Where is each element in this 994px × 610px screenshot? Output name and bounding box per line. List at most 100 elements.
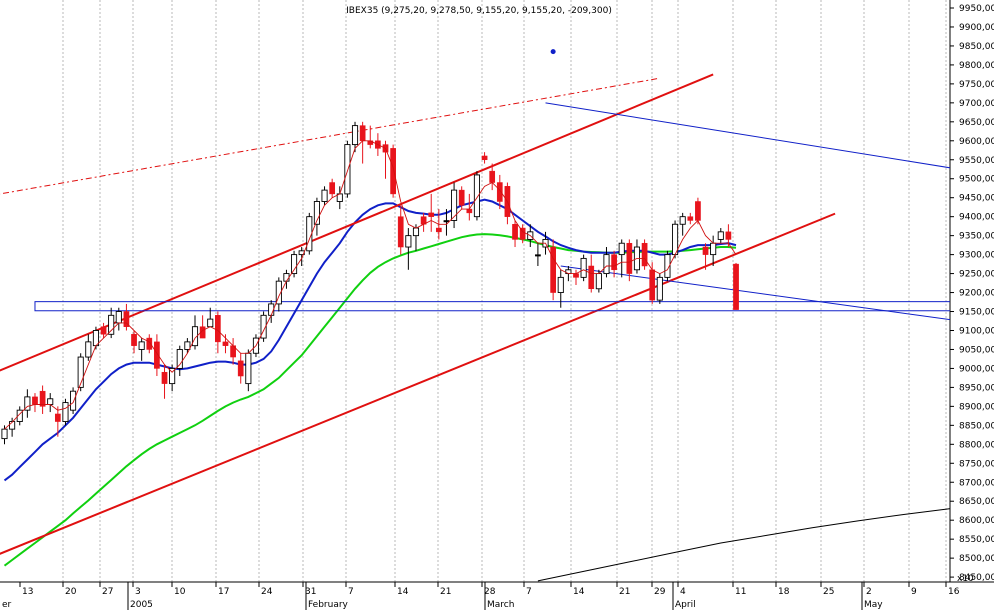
candle-body — [451, 189, 458, 221]
y-tick-label: 8700,00 — [959, 478, 994, 488]
candle — [138, 338, 145, 361]
candle — [169, 364, 176, 392]
candle-body — [207, 318, 214, 328]
candle — [54, 406, 61, 437]
candle-body — [443, 220, 450, 223]
candle-body — [123, 311, 130, 327]
y-tick-label: 9200,00 — [959, 289, 994, 299]
candle-body — [557, 276, 564, 293]
candle — [146, 334, 153, 354]
x-day-label: 14 — [573, 587, 585, 597]
y-tick-label: 8600,00 — [959, 516, 994, 526]
candle-body — [687, 216, 694, 221]
y-tick-label: 8800,00 — [959, 440, 994, 450]
candle-body — [679, 216, 686, 225]
candle — [557, 269, 564, 308]
y-tick-label: 9650,00 — [959, 118, 994, 128]
y-tick-label: 8550,00 — [959, 535, 994, 545]
candle-body — [9, 421, 16, 430]
candle-body — [39, 390, 46, 407]
x-day-label: 9 — [911, 587, 917, 597]
candle-body — [473, 174, 480, 218]
blue-ma-line — [3, 198, 737, 482]
x-day-label: 28 — [484, 587, 496, 597]
candle — [390, 144, 396, 198]
y-tick-label: 9150,00 — [959, 308, 994, 318]
candle — [580, 254, 587, 282]
y-tick-label: 9700,00 — [959, 99, 994, 109]
x-month-label: 2005 — [130, 600, 153, 610]
x-day-label: 29 — [654, 587, 666, 597]
y-tick-label: 9250,00 — [959, 270, 994, 280]
candle-body — [641, 242, 648, 267]
candle — [458, 186, 465, 210]
candle-body — [24, 396, 31, 411]
candle — [633, 239, 641, 274]
price-area-frame — [0, 0, 994, 583]
y-tick-label: 9500,00 — [959, 175, 994, 185]
scale-label: x10 — [957, 574, 974, 584]
candle — [283, 269, 290, 289]
candle — [39, 385, 46, 414]
y-tick-label: 8750,00 — [959, 459, 994, 469]
y-tick-label: 9550,00 — [959, 156, 994, 166]
candle-body — [519, 227, 526, 240]
candle-body — [512, 224, 518, 240]
candle-body — [215, 315, 221, 343]
candle — [123, 303, 130, 331]
candle-body — [344, 144, 351, 195]
candle-body — [70, 390, 77, 411]
candle-body — [329, 182, 336, 195]
x-month-label: May — [864, 600, 883, 610]
y-tick-label: 9300,00 — [959, 251, 994, 261]
y-tick-label: 9100,00 — [959, 326, 994, 336]
candle — [222, 334, 229, 354]
candle-body — [85, 341, 92, 358]
candle-body — [1, 428, 8, 440]
candle — [131, 330, 137, 354]
candle-body — [481, 155, 488, 161]
candle-body — [176, 349, 183, 369]
y-tick-label: 8900,00 — [959, 402, 994, 412]
candle — [329, 178, 336, 198]
candle-body — [32, 396, 38, 405]
candle-body — [412, 227, 420, 237]
blue-marker-dot — [550, 49, 556, 55]
y-tick-label: 9000,00 — [959, 364, 994, 374]
candle — [649, 262, 656, 304]
x-month-label: er — [2, 600, 12, 610]
candle — [313, 197, 320, 236]
candle — [1, 425, 8, 445]
x-day-label: 2 — [866, 587, 872, 597]
candle — [512, 220, 518, 248]
candle — [679, 212, 686, 236]
y-tick-label: 8500,00 — [959, 554, 994, 564]
candle-body — [710, 242, 717, 256]
candle-body — [573, 273, 579, 278]
candle — [397, 205, 404, 255]
candle — [641, 239, 648, 270]
x-day-label: 13 — [22, 587, 33, 597]
x-day-label: 7 — [526, 587, 532, 597]
candle — [100, 322, 107, 339]
candle-body — [54, 413, 61, 422]
candle — [573, 269, 579, 285]
candle-body — [717, 231, 724, 240]
y-tick-label: 8950,00 — [959, 383, 994, 393]
candle — [656, 273, 663, 304]
candle — [702, 243, 709, 270]
candle — [626, 239, 633, 282]
candle — [535, 243, 541, 266]
x-day-label: 21 — [440, 587, 451, 597]
y-tick-label: 9800,00 — [959, 61, 994, 71]
x-day-label: 27 — [102, 587, 113, 597]
candle-body — [283, 273, 290, 282]
green-moving-average — [3, 233, 737, 567]
candle — [664, 250, 671, 282]
candle-body — [489, 170, 496, 183]
candle-body — [428, 212, 435, 217]
x-day-label: 24 — [261, 587, 273, 597]
candle-body — [390, 148, 396, 195]
y-tick-label: 9050,00 — [959, 345, 994, 355]
